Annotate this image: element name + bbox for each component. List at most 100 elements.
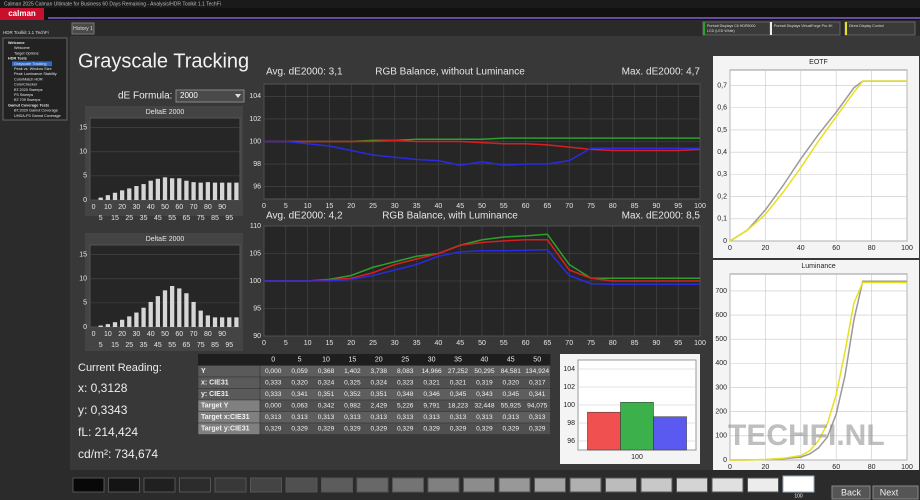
tree-item[interactable]: Peak vs. Window Size xyxy=(14,67,52,71)
swatch[interactable] xyxy=(463,477,495,493)
swatch[interactable] xyxy=(392,477,424,493)
x-tick-label: 15 xyxy=(111,342,119,349)
tree-item[interactable]: HDR Tests xyxy=(8,57,27,61)
y-tick-label: 0,3 xyxy=(717,171,727,178)
table-header-row xyxy=(198,354,551,366)
swatch[interactable] xyxy=(534,477,566,493)
dropdown-arrow[interactable] xyxy=(235,94,241,98)
swatch-label[interactable]: 100 xyxy=(794,493,803,499)
x-tick-label: 65 xyxy=(183,342,191,349)
bar xyxy=(234,182,239,200)
y-tick-label: 0 xyxy=(723,238,727,245)
tree-item[interactable]: UHDA-P3 Gamut Coverage xyxy=(14,114,61,118)
cell: 0,329 xyxy=(397,426,414,433)
tree-item[interactable]: BT.709 Sweeps xyxy=(14,98,40,102)
bar xyxy=(220,317,225,327)
bar xyxy=(220,182,225,200)
y-tick-label: 98 xyxy=(253,161,261,168)
swatch[interactable] xyxy=(605,477,637,493)
tree-item[interactable]: ColorChecker xyxy=(14,83,38,87)
x-tick-label: 25 xyxy=(125,215,133,222)
plot-area xyxy=(729,273,908,461)
next-button[interactable] xyxy=(872,485,919,500)
device-label[interactable]: Portrait Displays C6 HDR5000 xyxy=(707,24,756,28)
tree-item[interactable]: Target Options xyxy=(14,51,39,55)
cell: 0,063 xyxy=(291,403,308,410)
cell: 0,345 xyxy=(503,391,520,398)
swatch[interactable] xyxy=(179,477,211,493)
tree-item[interactable]: Gamut Coverage Tests xyxy=(8,103,49,107)
reading-line: fL: 214,424 xyxy=(78,425,138,439)
tab-label[interactable]: History 1 xyxy=(73,26,93,32)
x-tick-label: 40 xyxy=(147,331,155,338)
swatch[interactable] xyxy=(711,477,744,493)
cell: 0,329 xyxy=(291,426,308,433)
x-tick-label: 95 xyxy=(674,203,682,210)
swatch[interactable] xyxy=(356,477,389,493)
swatch[interactable] xyxy=(676,477,708,493)
y-tick-label: 96 xyxy=(567,438,575,445)
tab[interactable] xyxy=(71,22,95,35)
tree-item[interactable]: Welcome xyxy=(14,46,30,50)
column-header: 50 xyxy=(533,357,541,364)
swatch[interactable] xyxy=(250,477,282,493)
formula-dropdown[interactable] xyxy=(175,89,245,103)
tree-item[interactable]: BT.2020 Gamut Coverage xyxy=(14,109,58,113)
sidebar-header: HDR Toolkit 1.1 TechFi xyxy=(3,30,49,35)
series-line xyxy=(264,139,701,152)
back-label[interactable]: Back xyxy=(841,487,862,497)
bar xyxy=(227,317,232,327)
column-header: 45 xyxy=(507,357,515,364)
tree-item[interactable]: Peak Luminance Stability xyxy=(14,72,57,76)
x-tick-label: 20 xyxy=(118,204,126,211)
column-header: 15 xyxy=(349,357,357,364)
x-tick-label: 35 xyxy=(140,342,148,349)
swatch[interactable] xyxy=(498,477,531,493)
bar xyxy=(191,182,196,200)
cell: 0,320 xyxy=(503,380,520,387)
swatch[interactable] xyxy=(640,477,673,493)
swatch[interactable] xyxy=(143,477,176,493)
device-marker[interactable] xyxy=(845,22,847,35)
swatch[interactable] xyxy=(72,477,105,493)
back-button[interactable] xyxy=(831,485,871,500)
x-tick-label: 90 xyxy=(653,203,661,210)
x-tick-label: 80 xyxy=(609,203,617,210)
x-tick-label: 40 xyxy=(435,340,443,347)
x-tick-label: 10 xyxy=(104,331,112,338)
tree-item[interactable]: BT.2020 Sweeps xyxy=(14,88,43,92)
row-label: Target Y xyxy=(201,403,229,410)
swatch[interactable] xyxy=(108,477,140,493)
cell: 0,313 xyxy=(503,414,520,421)
swatch[interactable] xyxy=(747,477,779,493)
swatch[interactable] xyxy=(321,477,353,493)
formula-value[interactable]: 2000 xyxy=(180,91,198,100)
series-line xyxy=(729,281,907,461)
next-label[interactable]: Next xyxy=(880,487,899,497)
swatch[interactable] xyxy=(285,477,318,493)
tree-item[interactable]: ColorMatch HDR xyxy=(14,77,43,81)
tree-item[interactable]: Grayscale Tracking xyxy=(14,62,47,66)
column-header: 5 xyxy=(298,357,302,364)
device-marker[interactable] xyxy=(770,22,772,35)
swatch[interactable] xyxy=(427,477,460,493)
row-label: y: CIE31 xyxy=(201,391,229,398)
device-label[interactable]: LCD (LED White) xyxy=(707,29,735,33)
x-tick-label: 20 xyxy=(118,331,126,338)
x-tick-label: 100 xyxy=(631,454,643,461)
cell: 134,924 xyxy=(525,368,549,375)
tree-item[interactable]: Welcome xyxy=(8,41,25,45)
y-tick-label: 0,6 xyxy=(717,105,727,112)
x-tick-label: 60 xyxy=(522,203,530,210)
swatch[interactable] xyxy=(782,475,815,493)
cell: 0,346 xyxy=(423,391,440,398)
x-tick-label: 0 xyxy=(728,464,732,471)
tree-item[interactable]: P3 Sweeps xyxy=(14,93,33,97)
x-tick-label: 80 xyxy=(609,340,617,347)
device-label[interactable]: Direct Display Control xyxy=(849,24,884,28)
device-label[interactable]: Portrait Displays VirtualForge Pro 4K xyxy=(774,24,833,28)
swatch[interactable] xyxy=(569,477,602,493)
device-marker[interactable] xyxy=(703,22,705,35)
swatch[interactable] xyxy=(214,477,247,493)
